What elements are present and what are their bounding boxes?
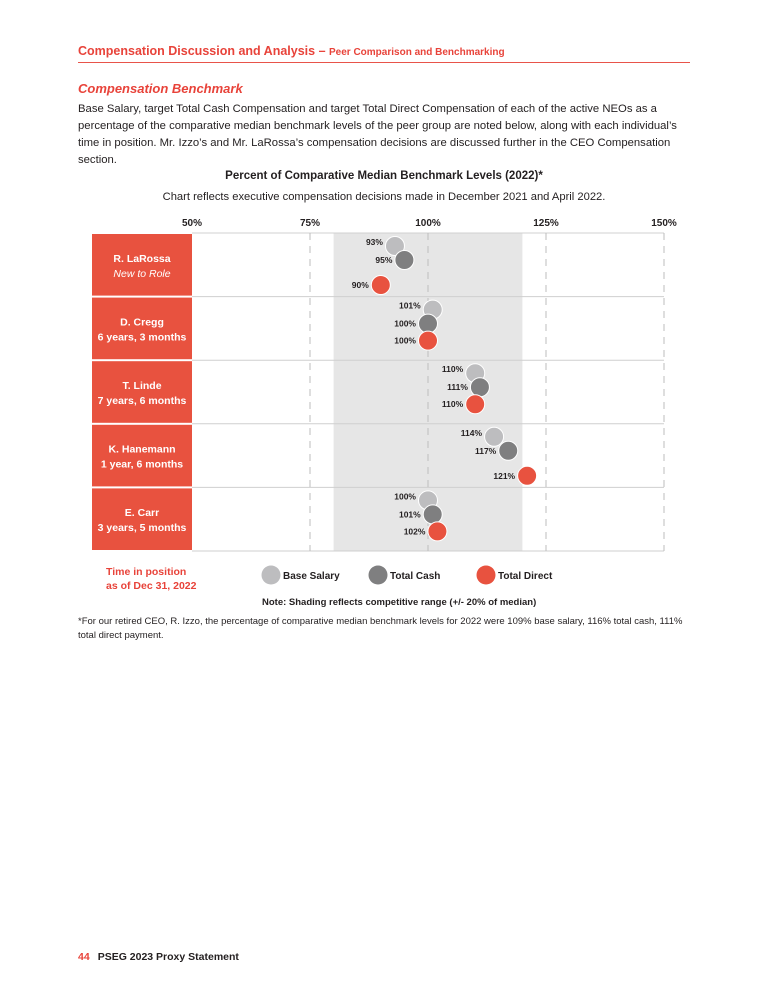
data-label-total-direct: 100%	[394, 336, 416, 346]
data-label-base-salary: 100%	[394, 491, 416, 501]
point-total-cash	[498, 440, 519, 461]
row-header-e-carr	[92, 488, 192, 550]
data-label-total-cash: 100%	[394, 319, 416, 329]
legend-label-total-cash: Total Cash	[390, 571, 440, 582]
page-footer: 44 PSEG 2023 Proxy Statement	[78, 951, 239, 963]
point-total-direct	[517, 465, 538, 486]
header-subtitle: Peer Comparison and Benchmarking	[329, 47, 505, 58]
data-label-base-salary: 93%	[366, 237, 383, 247]
data-label-base-salary: 110%	[442, 364, 464, 374]
row-tenure: 1 year, 6 months	[101, 459, 183, 471]
data-label-total-direct: 121%	[493, 471, 515, 481]
data-label-total-cash: 101%	[399, 509, 421, 519]
data-label-base-salary: 101%	[399, 301, 421, 311]
data-label-total-cash: 117%	[475, 446, 497, 456]
row-header-k-hanemann	[92, 424, 192, 487]
row-tenure: New to Role	[113, 268, 170, 280]
point-total-cash	[469, 377, 490, 398]
point-base-salary	[484, 426, 505, 447]
point-total-direct	[418, 330, 438, 351]
document-title: PSEG 2023 Proxy Statement	[97, 951, 239, 963]
chart-title: Percent of Comparative Median Benchmark …	[225, 170, 543, 182]
x-tick-label: 75%	[300, 218, 320, 229]
x-tick-label: 150%	[651, 218, 677, 229]
row-name: T. Linde	[122, 380, 161, 392]
point-total-cash	[394, 250, 415, 270]
row-name: E. Carr	[125, 507, 159, 519]
section-title: Compensation Benchmark	[78, 81, 243, 96]
row-tenure: 7 years, 6 months	[98, 395, 187, 407]
data-label-total-cash: 95%	[375, 255, 392, 265]
row-name: K. Hanemann	[108, 444, 175, 456]
intro-paragraph: Base Salary, target Total Cash Compensat…	[78, 103, 677, 166]
row-header-t-linde	[92, 361, 192, 423]
legend-marker-total-direct	[476, 565, 496, 585]
point-base-salary	[384, 236, 405, 256]
row-header-r-larossa	[92, 234, 192, 296]
row-tenure: 6 years, 3 months	[98, 331, 187, 343]
row-tenure: 3 years, 5 months	[98, 522, 187, 534]
time-in-position-label: Time in position as of Dec 31, 2022	[106, 565, 196, 593]
legend-label-base-salary: Base Salary	[283, 571, 340, 582]
legend-marker-total-cash	[368, 565, 388, 585]
header-separator: –	[315, 44, 329, 58]
point-total-direct	[370, 275, 391, 295]
page-header: Compensation Discussion and Analysis – P…	[78, 42, 690, 63]
shading-note: Note: Shading reflects competitive range…	[262, 597, 537, 608]
legend-label-total-direct: Total Direct	[498, 571, 553, 582]
point-total-cash	[418, 313, 438, 334]
legend-marker-base-salary	[261, 565, 281, 585]
point-total-direct	[465, 394, 486, 415]
row-name: R. LaRossa	[113, 253, 170, 265]
benchmark-chart: 50% 75% 100% 125% 150% R. LaRossa New to Role D…	[92, 218, 677, 585]
x-tick-label: 100%	[415, 218, 441, 229]
header-title: Compensation Discussion and Analysis	[78, 44, 316, 58]
data-label-base-salary: 114%	[461, 428, 483, 438]
data-label-total-cash: 111%	[447, 382, 468, 392]
row-header-d-cregg	[92, 297, 192, 360]
footnote: *For our retired CEO, R. Izzo, the perce…	[78, 616, 683, 641]
x-tick-label: 50%	[182, 218, 202, 229]
point-total-direct	[427, 521, 448, 542]
data-label-total-direct: 102%	[404, 526, 426, 536]
page-number: 44	[78, 951, 90, 963]
x-tick-label: 125%	[533, 218, 559, 229]
point-total-cash	[422, 504, 443, 525]
data-label-total-direct: 110%	[442, 399, 464, 409]
row-name: D. Cregg	[120, 316, 164, 328]
time-in-position-line2: as of Dec 31, 2022	[106, 580, 197, 592]
chart-subtitle: Chart reflects executive compensation de…	[162, 191, 606, 203]
data-label-total-direct: 90%	[352, 280, 369, 290]
time-in-position-line1: Time in position	[106, 566, 187, 578]
